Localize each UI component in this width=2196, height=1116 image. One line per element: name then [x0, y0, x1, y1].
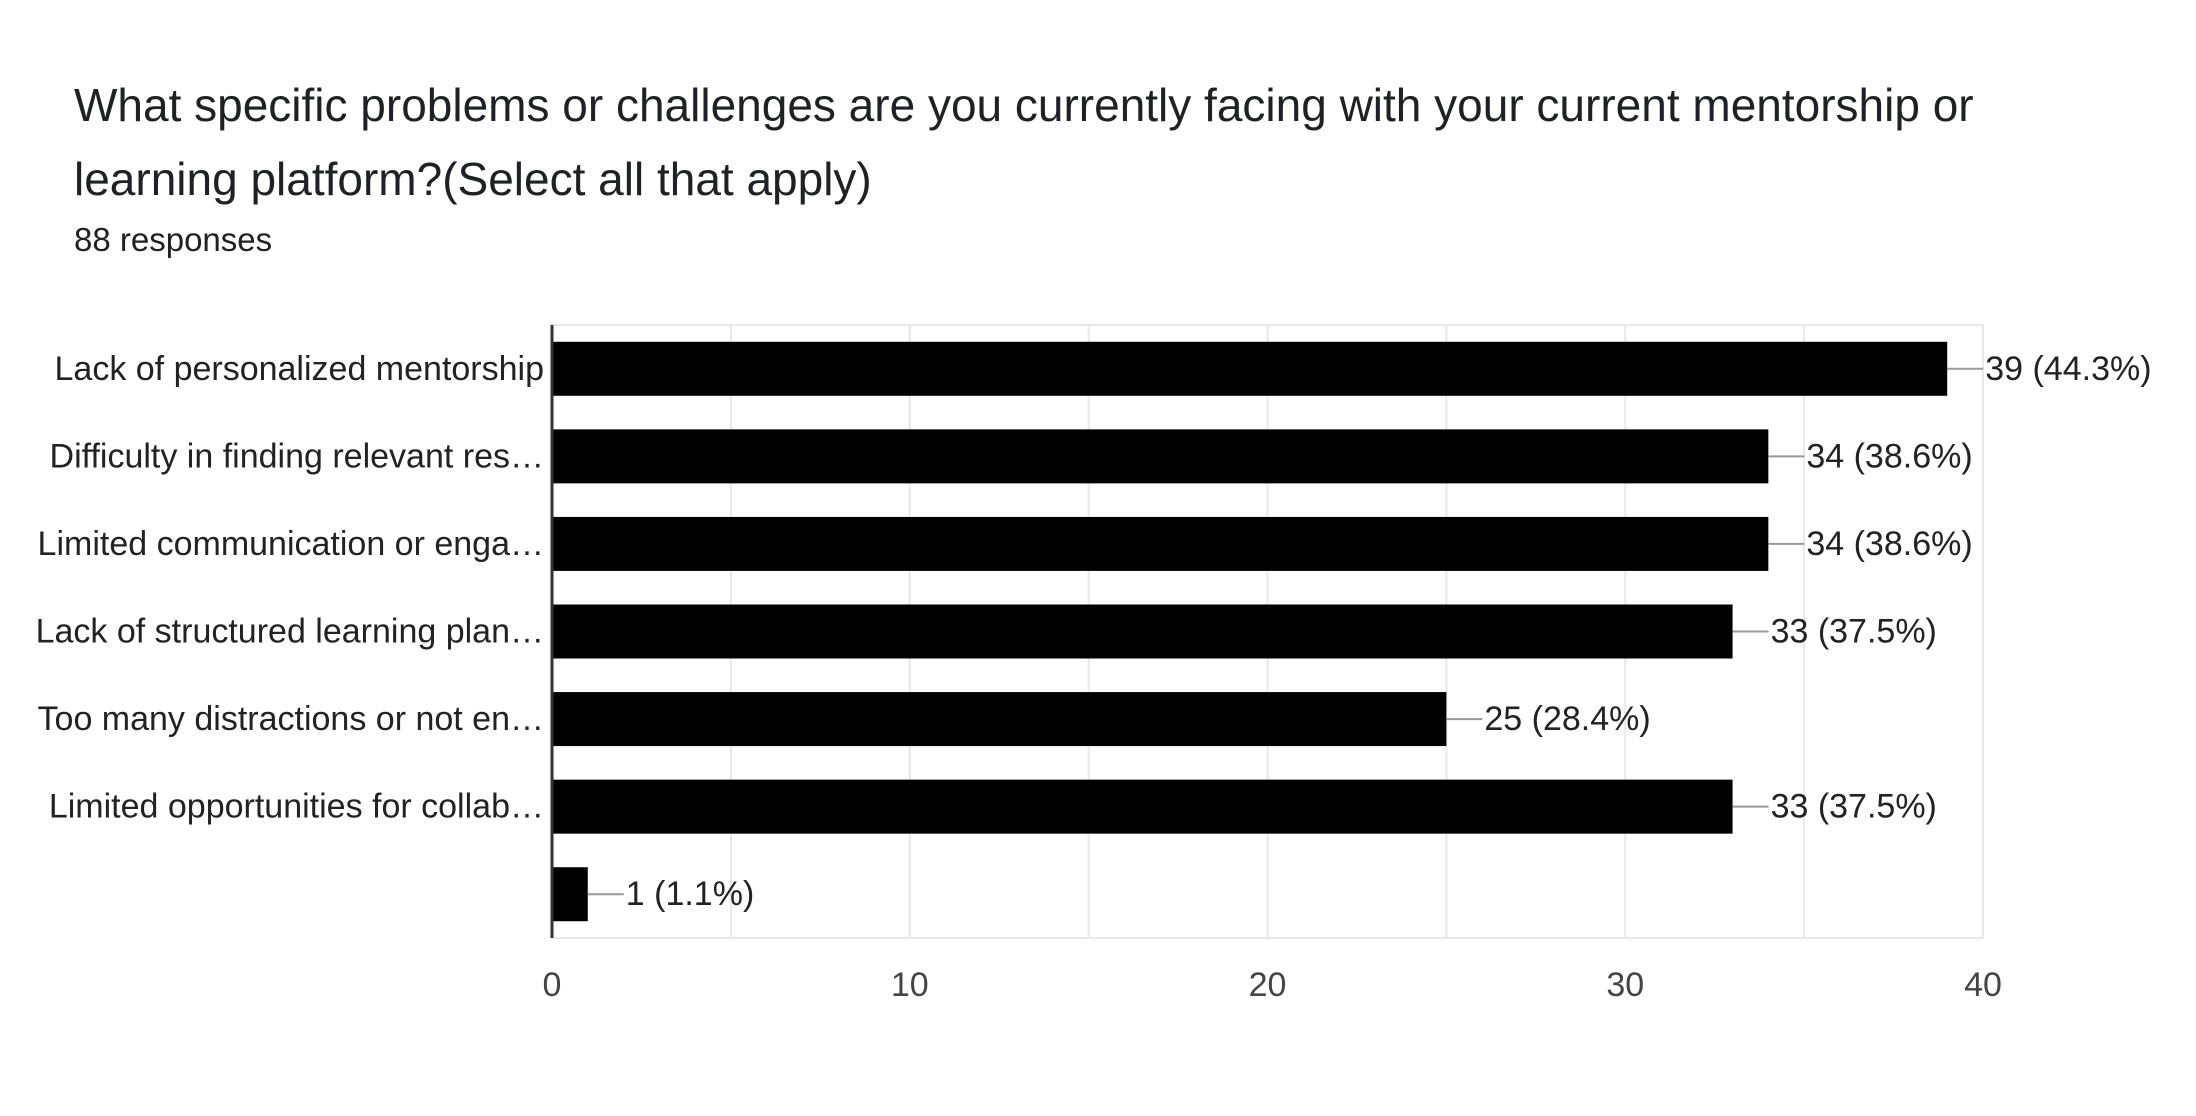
data-label: 33 (37.5%) [1771, 613, 1937, 651]
category-label: Limited communication or enga… [38, 525, 544, 563]
bar [552, 779, 1733, 834]
category-label: Lack of structured learning plan… [36, 613, 544, 651]
bar [552, 341, 1948, 396]
response-count: 88 responses [74, 221, 273, 258]
category-label: Lack of personalized mentorship [55, 350, 545, 388]
data-label: 33 (37.5%) [1771, 788, 1937, 826]
data-label: 39 (44.3%) [1985, 350, 2151, 388]
category-label: Too many distractions or not en… [38, 700, 544, 738]
x-tick-label: 30 [1606, 966, 1644, 1004]
bar [552, 429, 1769, 484]
x-tick-label: 10 [891, 966, 929, 1004]
x-tick-label: 20 [1249, 966, 1287, 1004]
data-label: 25 (28.4%) [1484, 700, 1650, 738]
bar [552, 604, 1733, 659]
category-label: Limited opportunities for collab… [49, 788, 544, 826]
bar [552, 867, 588, 922]
bar [552, 692, 1447, 747]
chart-title: What specific problems or challenges are… [74, 79, 1974, 205]
x-tick-label: 40 [1964, 966, 2002, 1004]
category-label: Difficulty in finding relevant res… [50, 437, 544, 475]
bar [552, 516, 1769, 571]
data-label: 1 (1.1%) [626, 875, 755, 913]
data-label: 34 (38.6%) [1806, 437, 1972, 475]
data-label: 34 (38.6%) [1806, 525, 1972, 563]
x-tick-label: 0 [543, 966, 562, 1004]
